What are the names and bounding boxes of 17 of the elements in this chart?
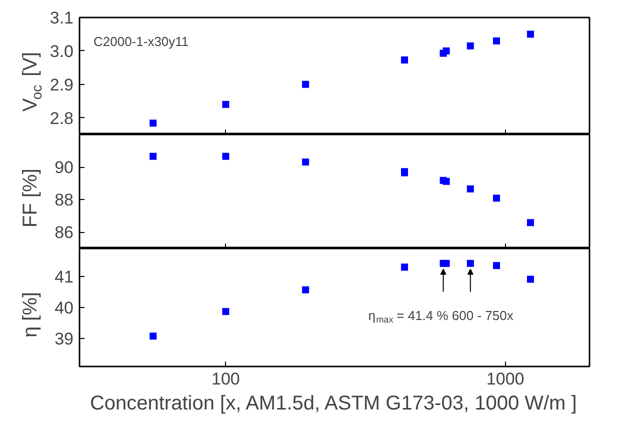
annotation: C2000-1-x30y11 bbox=[94, 34, 189, 49]
y-axis-title: Voc [V] bbox=[20, 52, 44, 112]
y-axis-title: η [%] bbox=[20, 292, 42, 338]
y-tick-label: 90 bbox=[54, 158, 74, 178]
y-tick-label: 3.1 bbox=[50, 8, 74, 28]
x-tick-label: 100 bbox=[212, 370, 240, 388]
y-tick-label: 2.9 bbox=[50, 75, 74, 94]
x-axis-title: Concentration [x, AM1.5d, ASTM G173-03, 1000 W/m ] bbox=[90, 392, 577, 414]
y-tick-label: 2.8 bbox=[50, 108, 74, 128]
y-axis-title: FF [%] bbox=[20, 168, 42, 228]
y-tick-label: 86 bbox=[54, 223, 74, 242]
y-tick-label: 3.0 bbox=[50, 42, 74, 61]
y-tick-label: 88 bbox=[54, 190, 74, 210]
x-tick-label: 1000 bbox=[486, 370, 524, 388]
y-tick-label: 41 bbox=[54, 267, 74, 286]
y-tick-label: 40 bbox=[54, 298, 74, 318]
y-tick-label: 39 bbox=[54, 330, 74, 349]
